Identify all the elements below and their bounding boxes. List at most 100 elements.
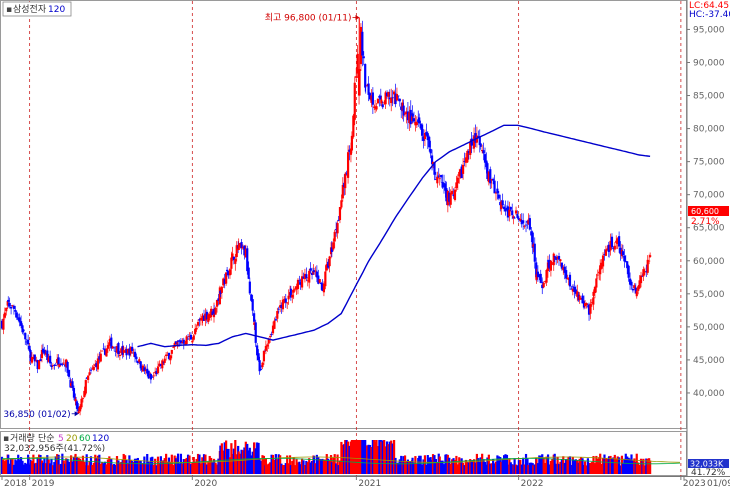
candle-body <box>213 309 216 314</box>
volume-bar <box>83 461 86 474</box>
candle-body <box>28 345 31 351</box>
candle-body <box>239 242 242 248</box>
volume-bar <box>494 461 498 474</box>
volume-bar <box>96 455 100 474</box>
volume-bar <box>161 460 164 474</box>
volume-bar <box>599 453 602 474</box>
volume-bar <box>318 458 321 474</box>
candle-body <box>426 133 429 141</box>
candle-body <box>519 218 522 221</box>
volume-bar <box>355 440 358 474</box>
volume-bar <box>604 458 608 474</box>
candle-body <box>27 339 30 345</box>
volume-bar <box>289 465 292 474</box>
candle-body <box>318 279 321 283</box>
volume-bar <box>535 458 538 474</box>
candle-body <box>604 249 608 256</box>
candle-body <box>624 260 627 262</box>
candle-body <box>568 274 572 287</box>
volume-bar <box>412 462 416 474</box>
volume-bar <box>208 455 211 474</box>
volume-bar <box>320 459 323 474</box>
candle-body <box>567 278 570 280</box>
volume-bar <box>120 461 123 474</box>
volume-bar <box>61 453 64 474</box>
candle-body <box>234 258 237 264</box>
volume-bar <box>140 464 143 474</box>
candle-body <box>355 76 358 78</box>
volume-bar <box>317 457 320 474</box>
candle-body <box>452 194 455 197</box>
volume-bar <box>383 440 386 474</box>
candle-body <box>613 245 616 250</box>
volume-bar <box>106 459 110 474</box>
candle-body <box>111 346 114 349</box>
candle-body <box>379 95 382 100</box>
candle-body <box>337 219 340 221</box>
volume-bar <box>133 458 137 474</box>
candle-body <box>364 85 367 87</box>
candle-body <box>563 266 566 273</box>
candle-body <box>312 270 315 275</box>
volume-bar <box>35 462 38 474</box>
volume-bar <box>217 458 220 474</box>
volume-bar <box>405 461 408 474</box>
candle-body <box>466 150 469 163</box>
candle-body <box>353 82 356 120</box>
candle-body <box>152 375 155 377</box>
volume-bar <box>92 462 95 474</box>
volume-bar <box>94 454 97 474</box>
candle-body <box>9 306 13 309</box>
volume-bar <box>453 460 457 474</box>
candle-body <box>309 268 312 271</box>
candle-body <box>56 358 59 363</box>
volume-bar <box>56 454 59 474</box>
candle-body <box>460 166 463 179</box>
candle-body <box>433 162 436 175</box>
candle-body <box>296 279 300 289</box>
candle-body <box>442 183 446 187</box>
candle-body <box>531 232 534 248</box>
candle-body <box>376 98 380 104</box>
symbol-name[interactable]: 삼성전자 <box>13 4 47 15</box>
volume-bar <box>590 462 594 474</box>
candle-body <box>430 155 434 165</box>
candle-body <box>335 229 338 231</box>
volume-bar <box>459 462 462 474</box>
candle-body <box>403 113 407 115</box>
volume-bar <box>422 459 425 474</box>
candle-body <box>223 279 226 284</box>
volume-bar <box>362 440 365 474</box>
candle-body <box>371 92 374 105</box>
candle-body <box>341 184 344 199</box>
volume-bar <box>451 459 454 474</box>
candle-body <box>192 335 195 340</box>
candle-body <box>548 260 551 269</box>
volume-bar <box>527 465 530 474</box>
candle-body <box>429 148 432 154</box>
candle-body <box>643 271 646 273</box>
volume-bar <box>115 456 119 474</box>
volume-bar <box>539 455 542 474</box>
volume-bar <box>117 460 120 474</box>
candle-body <box>581 295 584 304</box>
volume-bar <box>170 454 173 474</box>
volume-bar <box>195 458 198 474</box>
candle-body <box>253 322 256 325</box>
volume-bar <box>72 456 76 474</box>
candle-body <box>149 374 152 380</box>
candle-body <box>649 255 652 257</box>
candle-body <box>235 245 238 258</box>
volume-bar <box>508 458 511 474</box>
candle-body <box>163 358 166 363</box>
volume-bar <box>151 456 154 474</box>
candle-body <box>303 273 307 280</box>
volume-bar <box>420 464 424 474</box>
volume-bar <box>570 464 573 474</box>
volume-ma-line <box>1 458 681 465</box>
volume-bar <box>626 456 629 474</box>
candle-body <box>524 224 528 226</box>
volume-bar <box>646 458 649 474</box>
candle-body <box>344 173 347 189</box>
